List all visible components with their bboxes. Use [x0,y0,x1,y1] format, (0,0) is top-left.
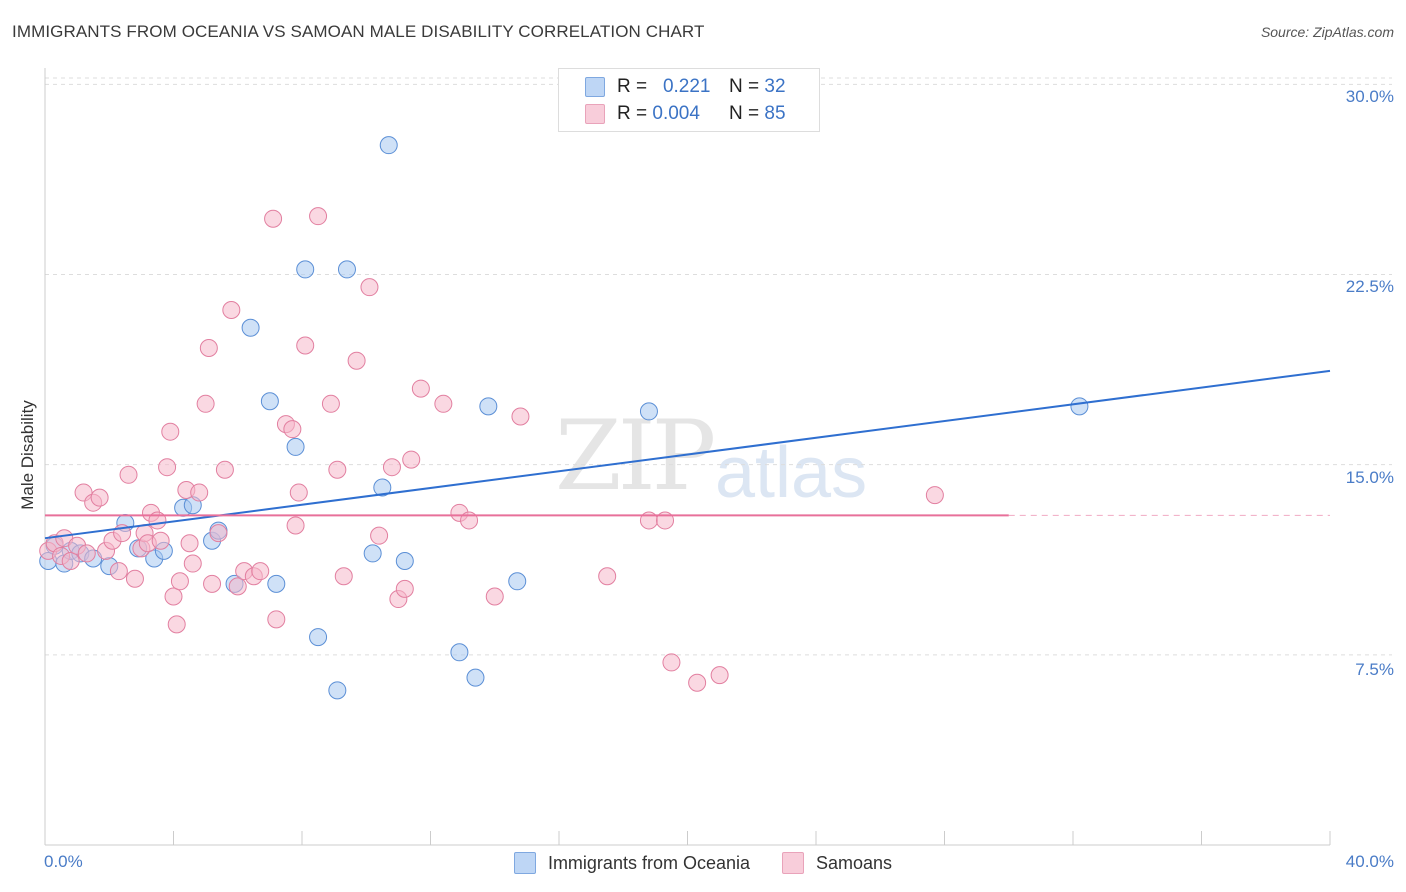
data-point-oceania [508,572,527,591]
data-point-samoans [402,450,421,469]
data-point-oceania [241,318,260,337]
data-point-samoans [222,300,241,319]
data-point-oceania [1070,397,1089,416]
x-tick-label-max: 40.0% [1345,852,1394,871]
data-point-samoans [125,569,144,588]
y-tick-label: 15.0% [1345,468,1394,487]
data-point-oceania [328,681,347,700]
data-point-samoans [190,483,209,502]
chart-title: IMMIGRANTS FROM OCEANIA VS SAMOAN MALE D… [12,22,705,41]
data-point-samoans [434,394,453,413]
data-point-oceania [379,136,398,155]
legend-swatch-blue [513,852,536,874]
n-label: N = [729,76,760,97]
legend-item-samoans: Samoans [782,852,892,874]
data-point-samoans [164,587,183,606]
data-point-oceania [260,392,279,411]
data-point-samoans [347,351,366,370]
n-value: 85 [764,103,786,124]
n-value: 32 [764,76,786,97]
data-point-samoans [321,394,340,413]
data-point-samoans [511,407,530,426]
data-point-oceania [309,628,328,647]
data-point-samoans [251,562,270,581]
data-point-oceania [479,397,498,416]
data-point-oceania [337,260,356,279]
legend-swatch-pink [585,104,605,124]
data-point-samoans [710,666,729,685]
data-point-samoans [286,516,305,535]
data-point-oceania [267,574,286,593]
data-point-samoans [334,567,353,586]
data-point-samoans [109,562,128,581]
data-point-samoans [228,577,247,596]
data-point-samoans [688,673,707,692]
data-point-samoans [370,526,389,545]
data-point-samoans [209,524,228,543]
legend-row-samoans: R = 0.004 N = 85 [585,101,786,127]
data-point-samoans [203,574,222,593]
legend-swatch-pink [782,852,804,874]
data-point-samoans [183,554,202,573]
data-point-samoans [267,610,286,629]
data-point-oceania [395,552,414,571]
y-tick-label: 30.0% [1345,87,1394,106]
data-point-oceania [466,668,485,687]
watermark-atlas: atlas [715,433,868,513]
data-point-oceania [639,402,658,421]
source-label: Source: ZipAtlas.com [1260,24,1394,40]
series-legend: Immigrants from Oceania Samoans [0,852,1406,874]
data-point-samoans [296,336,315,355]
data-point-samoans [289,483,308,502]
data-point-oceania [363,544,382,563]
data-point-samoans [395,579,414,598]
data-point-samoans [925,486,944,505]
legend-label-samoans: Samoans [816,852,893,873]
data-point-samoans [61,552,80,571]
data-point-samoans [283,420,302,439]
r-value: 0.004 [652,103,700,124]
data-point-samoans [119,465,138,484]
x-tick-label-min: 0.0% [44,852,83,871]
data-point-samoans [161,422,180,441]
legend-swatch-blue [585,77,605,97]
data-point-oceania [373,478,392,497]
data-point-samoans [382,458,401,477]
data-point-samoans [598,567,617,586]
r-value: 0.221 [662,76,711,97]
data-point-samoans [309,207,328,226]
data-point-oceania [296,260,315,279]
y-tick-label: 22.5% [1345,277,1394,296]
legend-label-oceania: Immigrants from Oceania [547,852,750,873]
data-point-samoans [662,653,681,672]
data-point-oceania [450,643,469,662]
data-point-samoans [215,460,234,479]
n-label: N = [729,103,760,124]
data-point-samoans [151,531,170,550]
data-point-samoans [360,278,379,297]
data-point-samoans [180,534,199,553]
y-tick-label: 7.5% [1355,660,1394,679]
data-point-samoans [158,458,177,477]
data-point-samoans [411,379,430,398]
trend-line-oceania [44,369,1331,540]
legend-item-oceania: Immigrants from Oceania [513,852,750,874]
watermark-zip: ZIP [555,400,716,512]
data-point-samoans [196,394,215,413]
data-point-samoans [90,488,109,507]
data-point-samoans [485,587,504,606]
data-point-samoans [170,572,189,591]
data-point-samoans [264,209,283,228]
legend-row-oceania: R = 0.221 N = 32 [585,74,786,100]
correlation-legend: R = 0.221 N = 32 R = 0.004 N = 85 [558,68,820,132]
data-point-samoans [199,339,218,358]
data-point-oceania [286,437,305,456]
y-axis-label: Male Disability [18,400,37,510]
r-label: R = [617,76,648,97]
r-label: R = [617,103,648,124]
data-point-samoans [328,460,347,479]
data-point-samoans [167,615,186,634]
data-point-samoans [77,544,96,563]
